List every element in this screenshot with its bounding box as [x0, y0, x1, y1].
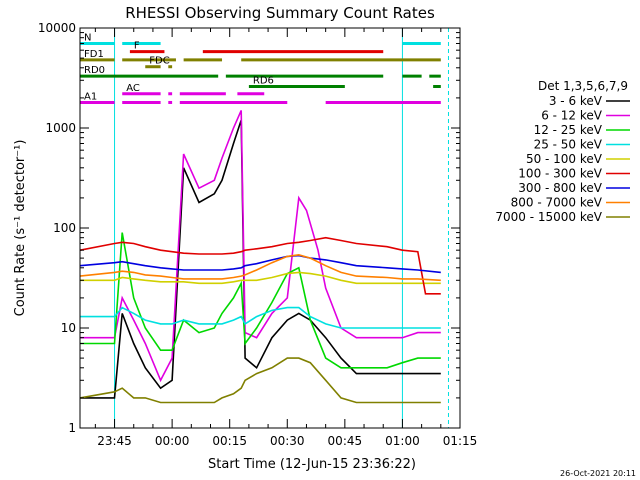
series-line	[80, 110, 441, 383]
y-tick-label: 1	[68, 421, 76, 435]
y-tick-label: 10000	[38, 21, 76, 35]
y-tick-label: 100	[53, 221, 76, 235]
legend-entry-label: 12 - 25 keV	[534, 123, 603, 137]
state-bar-label: AC	[126, 83, 140, 94]
state-bars: N F FD1 FDC RD0 RD6 AC A1	[80, 32, 441, 104]
x-tick-label: 00:45	[328, 434, 363, 448]
legend-entry-label: 6 - 12 keV	[541, 109, 603, 123]
y-tick-label: 1000	[45, 121, 76, 135]
state-bar-label: FDC	[149, 56, 169, 67]
legend-entry-label: 3 - 6 keV	[549, 94, 603, 108]
series-line	[79, 254, 441, 274]
legend-entry-label: 100 - 300 keV	[518, 167, 602, 181]
state-bar-label: FD1	[84, 49, 104, 60]
state-bar-label: A1	[84, 91, 97, 102]
x-axis: 23:45 00:00 00:15 00:30 00:45 01:00 01:15	[94, 28, 478, 448]
series-lines	[79, 110, 441, 404]
legend-entry-label: 7000 - 15000 keV	[495, 210, 602, 224]
x-tick-label: 01:00	[385, 434, 420, 448]
state-bar-label: RD0	[84, 65, 105, 76]
series-line	[80, 119, 441, 399]
y-axis: 1 10 100 1000 10000	[38, 21, 460, 435]
series-line	[80, 306, 441, 329]
x-tick-label: 00:15	[212, 434, 247, 448]
x-tick-label: 00:30	[270, 434, 305, 448]
legend-entry-label: 300 - 800 keV	[518, 181, 602, 195]
x-tick-label: 00:00	[155, 434, 190, 448]
legend-entry-label: 800 - 7000 keV	[511, 196, 603, 210]
state-bar-label: F	[134, 41, 140, 52]
x-tick-label: 23:45	[97, 434, 132, 448]
legend-entry-label: 25 - 50 keV	[534, 138, 603, 152]
timestamp: 26-Oct-2021 20:11	[560, 469, 636, 478]
legend-title: Det 1,3,5,6,7,9	[538, 79, 628, 93]
vertical-markers	[114, 28, 449, 428]
x-tick-label: 01:15	[443, 434, 478, 448]
series-line	[80, 271, 441, 285]
series-line	[79, 236, 441, 295]
x-axis-label: Start Time (12-Jun-15 23:36:22)	[208, 457, 416, 472]
series-line	[79, 253, 441, 282]
chart-title: RHESSI Observing Summary Count Rates	[125, 4, 435, 22]
state-bar-label: N	[84, 32, 91, 43]
legend-entry-label: 50 - 100 keV	[526, 152, 603, 166]
state-bar-label: RD6	[253, 76, 274, 87]
y-axis-label: Count Rate (s⁻¹ detector⁻¹)	[13, 140, 28, 317]
series-line	[79, 357, 441, 404]
y-tick-label: 10	[61, 321, 76, 335]
series-line	[80, 232, 441, 369]
